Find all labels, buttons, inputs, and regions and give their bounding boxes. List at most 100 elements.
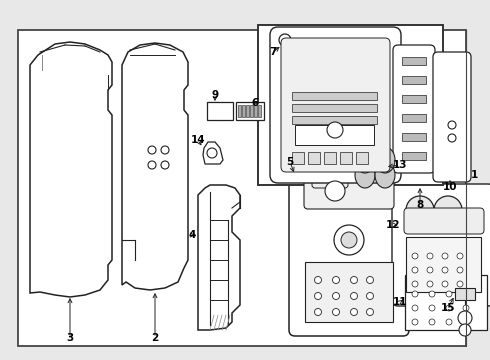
Circle shape (457, 267, 463, 273)
Circle shape (315, 276, 321, 284)
Bar (292, 92, 377, 100)
Circle shape (412, 267, 418, 273)
Bar (406, 237, 481, 292)
Bar (402, 133, 426, 141)
Text: 6: 6 (251, 98, 259, 108)
Circle shape (333, 309, 340, 315)
Circle shape (406, 196, 434, 224)
Circle shape (315, 309, 321, 315)
Circle shape (327, 122, 343, 138)
Bar (207, 102, 233, 120)
Circle shape (412, 319, 418, 325)
Bar (292, 152, 304, 164)
Circle shape (412, 281, 418, 287)
Bar (402, 57, 426, 65)
Text: 11: 11 (393, 297, 407, 307)
Circle shape (446, 291, 452, 297)
Circle shape (463, 305, 469, 311)
Bar (18, 30, 466, 346)
Circle shape (442, 267, 448, 273)
Circle shape (434, 196, 462, 224)
Polygon shape (203, 142, 223, 164)
Bar (402, 95, 426, 103)
Circle shape (448, 121, 456, 129)
FancyBboxPatch shape (281, 38, 390, 172)
Text: 10: 10 (443, 182, 457, 192)
Bar (405, 275, 487, 330)
Bar (356, 152, 368, 164)
Text: 2: 2 (151, 333, 159, 343)
Bar (236, 102, 264, 120)
Circle shape (448, 134, 456, 142)
Circle shape (350, 292, 358, 300)
Polygon shape (30, 42, 112, 297)
Text: 7: 7 (270, 47, 277, 57)
Circle shape (459, 324, 471, 336)
Text: 14: 14 (191, 135, 205, 145)
Circle shape (367, 292, 373, 300)
Circle shape (350, 309, 358, 315)
Text: 5: 5 (286, 157, 294, 167)
Ellipse shape (375, 162, 395, 188)
Circle shape (315, 292, 321, 300)
Circle shape (161, 161, 169, 169)
Bar (242, 105, 245, 117)
Text: 1: 1 (471, 170, 478, 180)
Text: 4: 4 (188, 230, 196, 240)
Bar (340, 152, 352, 164)
Ellipse shape (355, 162, 375, 188)
Bar (238, 105, 241, 117)
Circle shape (325, 181, 345, 201)
Circle shape (412, 305, 418, 311)
FancyBboxPatch shape (289, 164, 409, 336)
FancyBboxPatch shape (304, 173, 394, 209)
Circle shape (412, 291, 418, 297)
Bar (292, 104, 377, 112)
FancyBboxPatch shape (393, 45, 435, 173)
Text: 12: 12 (386, 220, 400, 230)
Bar (250, 105, 253, 117)
Bar (258, 25, 443, 185)
Text: 9: 9 (212, 90, 219, 100)
Circle shape (427, 267, 433, 273)
FancyBboxPatch shape (270, 27, 401, 183)
Circle shape (161, 146, 169, 154)
Circle shape (429, 305, 435, 311)
Bar (305, 262, 393, 322)
Text: 3: 3 (66, 333, 74, 343)
Ellipse shape (355, 147, 375, 173)
Circle shape (446, 319, 452, 325)
Bar (258, 105, 261, 117)
Circle shape (279, 34, 291, 46)
Circle shape (334, 225, 364, 255)
Circle shape (148, 146, 156, 154)
Circle shape (367, 309, 373, 315)
Circle shape (333, 276, 340, 284)
Circle shape (350, 276, 358, 284)
Circle shape (463, 291, 469, 297)
Circle shape (429, 319, 435, 325)
Circle shape (207, 148, 217, 158)
FancyBboxPatch shape (312, 170, 348, 188)
Ellipse shape (375, 147, 395, 173)
Bar (402, 152, 426, 160)
Bar (254, 105, 257, 117)
Circle shape (148, 161, 156, 169)
Circle shape (457, 281, 463, 287)
Circle shape (442, 281, 448, 287)
FancyBboxPatch shape (433, 52, 471, 182)
Circle shape (333, 292, 340, 300)
Circle shape (427, 281, 433, 287)
Bar (402, 76, 426, 84)
Circle shape (457, 253, 463, 259)
Circle shape (412, 253, 418, 259)
Text: 13: 13 (393, 160, 407, 170)
Circle shape (446, 305, 452, 311)
Bar (455, 288, 475, 300)
Bar (292, 116, 377, 124)
Polygon shape (122, 43, 188, 290)
Circle shape (429, 291, 435, 297)
Circle shape (442, 253, 448, 259)
Circle shape (458, 311, 472, 325)
Circle shape (463, 319, 469, 325)
